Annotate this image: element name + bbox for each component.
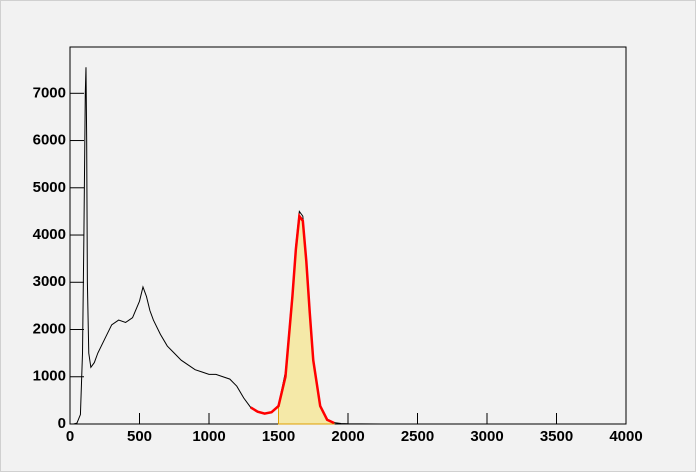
x-tick-label: 0 [66, 428, 74, 445]
x-tick-label: 2000 [331, 428, 364, 445]
y-tick-label: 6000 [33, 132, 66, 149]
y-tick-label: 3000 [33, 273, 66, 290]
x-tick-label: 1500 [262, 428, 295, 445]
y-tick-label: 0 [58, 415, 66, 432]
line [250, 212, 335, 425]
y-tick-label: 1000 [33, 368, 66, 385]
x-tick-label: 3000 [470, 428, 503, 445]
x-tick-label: 2500 [401, 428, 434, 445]
x-tick-label: 1000 [192, 428, 225, 445]
plot-frame [69, 46, 627, 425]
y-tick-label: 7000 [33, 84, 66, 101]
y-tick-label: 2000 [33, 320, 66, 337]
x-tick-label: 3500 [540, 428, 573, 445]
x-tick-label: 500 [127, 428, 152, 445]
y-tick-label: 5000 [33, 179, 66, 196]
y-tick-label: 4000 [33, 226, 66, 243]
x-tick-label: 4000 [609, 428, 642, 445]
